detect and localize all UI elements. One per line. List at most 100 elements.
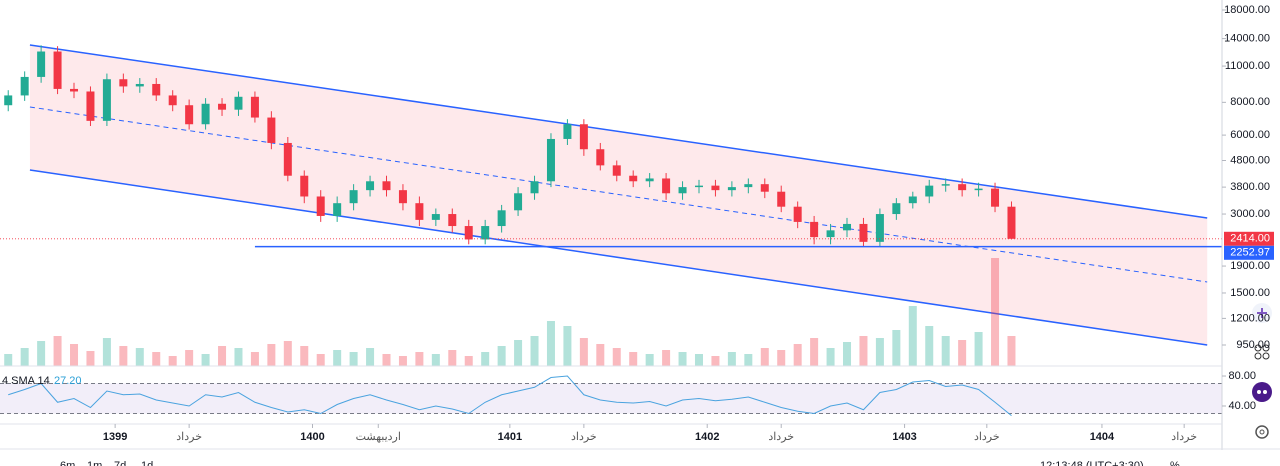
volume-bar <box>119 346 128 366</box>
volume-bar <box>250 352 259 366</box>
candle-body <box>810 221 819 238</box>
candle-body <box>760 184 769 192</box>
volume-bar <box>662 350 671 366</box>
candle-body <box>250 96 259 118</box>
interval-button[interactable]: 7d <box>114 460 126 466</box>
candle-body <box>579 124 588 150</box>
x-tick-label: 1400 <box>300 431 324 443</box>
interval-button[interactable]: 1m <box>87 460 102 466</box>
volume-bar <box>481 352 490 366</box>
icon-eye <box>1263 390 1267 394</box>
candle-body <box>546 138 555 182</box>
side-buttons <box>1252 303 1272 439</box>
candle-body <box>629 175 638 182</box>
candle-body <box>530 181 539 194</box>
volume-bar <box>958 340 967 366</box>
interval-button[interactable]: 6m <box>60 460 75 466</box>
settings-icon <box>1259 429 1265 435</box>
candle-body <box>958 184 967 191</box>
x-tick-label: 1404 <box>1090 431 1115 443</box>
volume-bar <box>629 352 638 366</box>
y-tick-label: 3000.00 <box>1230 208 1270 220</box>
candle-body <box>694 185 703 188</box>
rsi-tick-label: 80.00 <box>1228 370 1256 382</box>
candle-body <box>168 95 177 106</box>
candle-body <box>300 175 309 197</box>
y-tick-label: 8000.00 <box>1230 96 1270 108</box>
volume-bar <box>530 336 539 366</box>
candle-body <box>366 181 375 191</box>
volume-bar <box>448 350 457 366</box>
volume-bar <box>892 330 901 366</box>
candle-body <box>892 203 901 215</box>
candle-body <box>859 223 868 242</box>
candle-body <box>201 103 210 125</box>
candle-body <box>316 196 325 216</box>
volume-bar <box>415 352 424 366</box>
volume-bar <box>843 342 852 366</box>
volume-bar <box>398 356 407 366</box>
x-tick-label: اردیبهشت <box>356 431 401 443</box>
y-tick-label: 6000.00 <box>1230 129 1270 141</box>
rsi-label: 4 SMA 14 <box>2 375 50 387</box>
volume-bar <box>86 351 95 366</box>
candle-body <box>234 96 243 110</box>
candle-body <box>662 178 671 194</box>
volume-bar <box>234 348 243 366</box>
volume-bar <box>1007 336 1016 366</box>
interval-button[interactable]: 1d <box>141 460 153 466</box>
x-tick-label: خرداد <box>768 431 794 443</box>
clock: 12:13:48 (UTC+3:30) <box>1040 460 1144 466</box>
candle-body <box>727 187 736 191</box>
y-tick-label: 1500.00 <box>1230 287 1270 299</box>
volume-bar <box>135 348 144 366</box>
y-tick-label: 4800.00 <box>1230 154 1270 166</box>
volume-bar <box>727 352 736 366</box>
candle-body <box>678 187 687 194</box>
rsi-value: 27.20 <box>54 375 82 387</box>
volume-bar <box>859 336 868 366</box>
assistant-button[interactable] <box>1252 382 1272 402</box>
candle-body <box>102 79 111 121</box>
candle-body <box>382 181 391 191</box>
icon-eye <box>1257 390 1261 394</box>
x-tick-label: 1401 <box>498 431 522 443</box>
y-tick-label: 1900.00 <box>1230 260 1270 272</box>
x-tick-label: خرداد <box>176 431 202 443</box>
candle-body <box>991 188 1000 207</box>
volume-bar <box>102 338 111 366</box>
candle-body <box>563 124 572 139</box>
volume-bar <box>678 352 687 366</box>
volume-bar <box>300 346 309 366</box>
candle-body <box>448 214 457 227</box>
layout-button[interactable] <box>1254 344 1270 360</box>
rsi-tick-label: 40.00 <box>1228 400 1256 412</box>
candle-body <box>283 142 292 176</box>
candle-body <box>596 149 605 166</box>
candle-body <box>37 51 46 77</box>
volume-bar <box>991 258 1000 366</box>
rsi-band <box>0 383 1222 414</box>
volume-bar <box>316 354 325 366</box>
volume-bar <box>744 354 753 366</box>
candle-body <box>431 214 440 220</box>
candle-body <box>20 76 29 96</box>
candle-body <box>612 165 621 176</box>
candle-body <box>793 206 802 222</box>
percent-toggle[interactable]: % <box>1170 460 1180 466</box>
level-label: 2252.97 <box>1230 247 1270 259</box>
y-tick-label: 14000.00 <box>1224 33 1270 45</box>
volume-bar <box>201 354 210 366</box>
y-tick-label: 3800.00 <box>1230 181 1270 193</box>
volume-bar <box>563 326 572 366</box>
candle-body <box>1007 206 1016 239</box>
volume-bar <box>694 354 703 366</box>
settings-button[interactable] <box>1255 425 1269 439</box>
candle-body <box>875 214 884 242</box>
candle-body <box>267 117 276 143</box>
volume-bar <box>875 338 884 366</box>
x-tick-label: خرداد <box>974 431 1000 443</box>
volume-bar <box>333 350 342 366</box>
